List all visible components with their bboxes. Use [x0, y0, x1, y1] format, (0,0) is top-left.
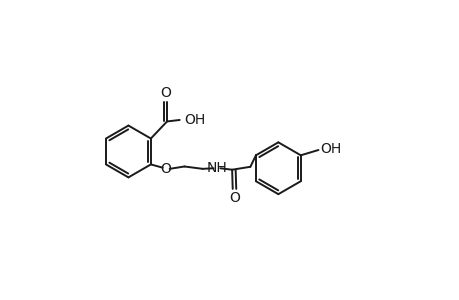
Text: O: O [160, 162, 171, 176]
Text: O: O [160, 86, 171, 100]
Text: O: O [229, 191, 240, 205]
Text: NH: NH [207, 161, 227, 175]
Text: OH: OH [319, 142, 341, 155]
Text: OH: OH [184, 113, 205, 127]
